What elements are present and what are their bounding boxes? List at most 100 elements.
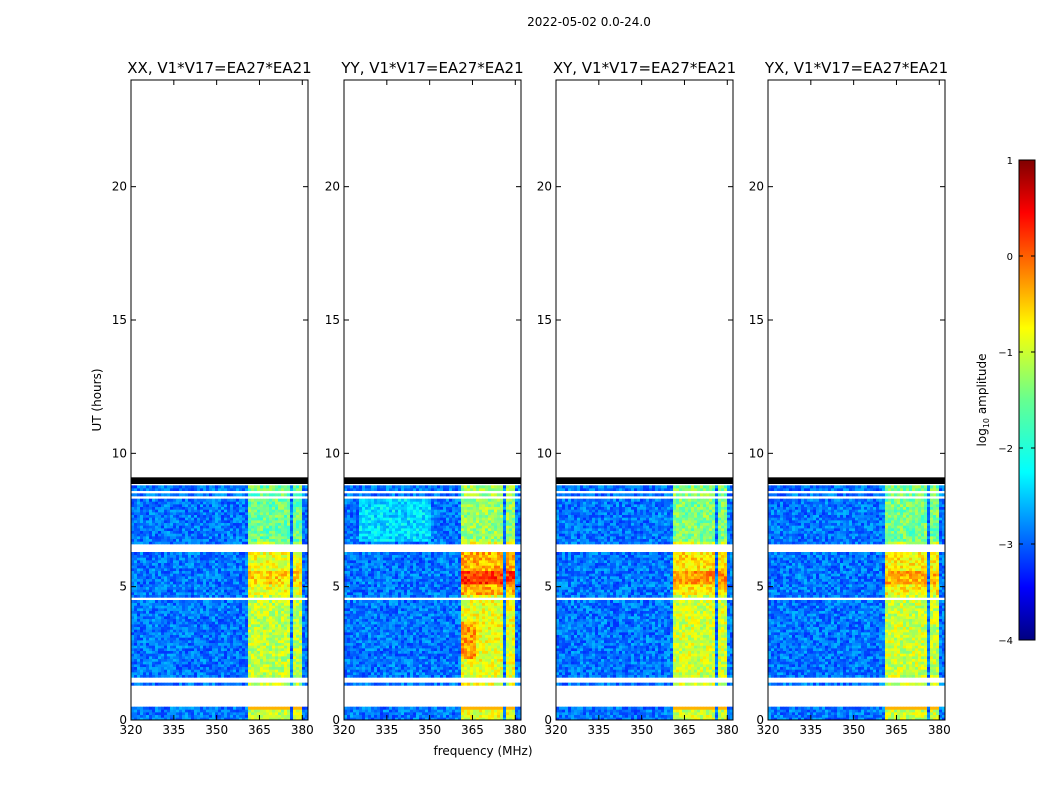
heatmap-cell (293, 707, 296, 710)
heatmap-cell (206, 675, 209, 678)
heatmap-cell (251, 611, 254, 614)
heatmap-cell (155, 632, 158, 635)
heatmap-cell (203, 581, 206, 584)
heatmap-cell (197, 653, 200, 656)
heatmap-cell (293, 629, 296, 632)
heatmap-cell (248, 592, 251, 595)
heatmap-cell (179, 683, 182, 686)
heatmap-cell (191, 621, 194, 624)
heatmap-cell (269, 608, 272, 611)
heatmap-cell (131, 640, 134, 643)
heatmap-cell (293, 637, 296, 640)
heatmap-cell (134, 656, 137, 659)
heatmap-cell (269, 616, 272, 619)
heatmap-cell (239, 589, 242, 592)
heatmap-cell (224, 592, 227, 595)
heatmap-cell (194, 651, 197, 654)
heatmap-cell (281, 624, 284, 627)
heatmap-cell (155, 584, 158, 587)
heatmap-cell (134, 627, 137, 630)
heatmap-cell (182, 624, 185, 627)
heatmap-cell (260, 664, 263, 667)
heatmap-cell (197, 587, 200, 590)
heatmap-cell (152, 584, 155, 587)
heatmap-cell (167, 643, 170, 646)
heatmap-cell (299, 608, 302, 611)
heatmap-cell (236, 715, 239, 718)
heatmap-cell (167, 603, 170, 606)
heatmap-cell (266, 669, 269, 672)
heatmap-cell (194, 579, 197, 582)
heatmap-cell (197, 613, 200, 616)
heatmap-cell (290, 589, 293, 592)
heatmap-cell (293, 611, 296, 614)
heatmap-cell (236, 651, 239, 654)
heatmap-cell (248, 637, 251, 640)
heatmap-cell (227, 613, 230, 616)
heatmap-cell (176, 637, 179, 640)
heatmap-cell (179, 635, 182, 638)
heatmap-cell (149, 667, 152, 670)
heatmap-cell (254, 621, 257, 624)
heatmap-cell (266, 709, 269, 712)
heatmap-cell (263, 707, 266, 710)
heatmap-cell (248, 643, 251, 646)
heatmap-cell (269, 672, 272, 675)
heatmap-cell (197, 707, 200, 710)
heatmap-cell (200, 661, 203, 664)
heatmap-cell (233, 635, 236, 638)
heatmap-cell (182, 653, 185, 656)
heatmap-cell (269, 587, 272, 590)
heatmap-cell (248, 664, 251, 667)
heatmap-cell (221, 656, 224, 659)
heatmap-cell (278, 645, 281, 648)
heatmap-cell (296, 632, 299, 635)
heatmap-cell (212, 624, 215, 627)
heatmap-cell (275, 656, 278, 659)
heatmap-cell (188, 587, 191, 590)
heatmap-cell (215, 651, 218, 654)
heatmap-cell (197, 643, 200, 646)
heatmap-cell (143, 675, 146, 678)
heatmap-cell (188, 603, 191, 606)
heatmap-cell (176, 587, 179, 590)
heatmap-cell (230, 613, 233, 616)
heatmap-cell (170, 621, 173, 624)
heatmap-cell (239, 595, 242, 598)
heatmap-cell (281, 653, 284, 656)
heatmap-cell (209, 589, 212, 592)
heatmap-cell (227, 640, 230, 643)
heatmap-cell (149, 651, 152, 654)
heatmap-cell (299, 621, 302, 624)
heatmap-cell (233, 616, 236, 619)
heatmap-cell (296, 669, 299, 672)
heatmap-cell (281, 643, 284, 646)
heatmap-cell (278, 613, 281, 616)
heatmap-cell (206, 640, 209, 643)
heatmap-cell (242, 664, 245, 667)
heatmap-cell (185, 675, 188, 678)
heatmap-cell (170, 616, 173, 619)
heatmap-cell (275, 635, 278, 638)
heatmap-cell (152, 611, 155, 614)
heatmap-cell (176, 624, 179, 627)
heatmap-cell (152, 595, 155, 598)
heatmap-cell (206, 581, 209, 584)
heatmap-cell (290, 611, 293, 614)
heatmap-cell (176, 661, 179, 664)
heatmap-cell (203, 648, 206, 651)
heatmap-cell (158, 707, 161, 710)
heatmap-cell (302, 600, 305, 603)
heatmap-cell (278, 632, 281, 635)
heatmap-cell (182, 664, 185, 667)
heatmap-cell (155, 576, 158, 579)
heatmap-cell (170, 632, 173, 635)
heatmap-cell (242, 715, 245, 718)
heatmap-cell (218, 675, 221, 678)
heatmap-cell (290, 712, 293, 715)
heatmap-cell (236, 648, 239, 651)
heatmap-cell (197, 595, 200, 598)
heatmap-cell (257, 632, 260, 635)
heatmap-cell (146, 595, 149, 598)
heatmap-cell (284, 656, 287, 659)
